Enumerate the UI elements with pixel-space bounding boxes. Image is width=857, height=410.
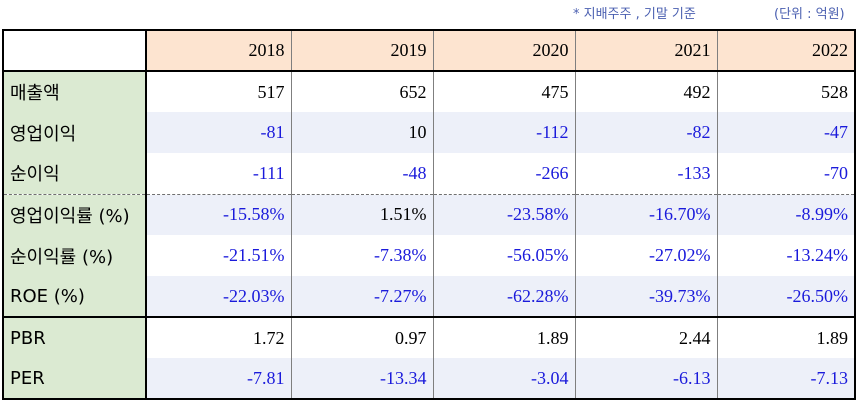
value-cell: -22.03%: [145, 276, 291, 318]
value-cell: -23.58%: [432, 194, 575, 235]
year-header: 2018: [145, 30, 291, 72]
financial-table: 2018 2019 2020 2021 2022 매출액 517 652 475…: [2, 29, 856, 400]
table-row-operating-margin: 영업이익률 (%) -15.58% 1.51% -23.58% -16.70% …: [2, 194, 855, 235]
year-header: 2020: [432, 30, 575, 72]
value-cell: -82: [574, 112, 717, 153]
value-cell: 517: [145, 71, 291, 112]
value-cell: -13.24%: [716, 235, 855, 276]
value-cell: -133: [574, 153, 717, 195]
value-cell: -111: [145, 153, 291, 195]
value-cell: -3.04: [432, 358, 575, 399]
value-cell: 475: [432, 71, 575, 112]
table-row-operating-profit: 영업이익 -81 10 -112 -82 -47: [2, 112, 855, 153]
value-cell: -26.50%: [716, 276, 855, 318]
value-cell: -81: [145, 112, 291, 153]
value-cell: 492: [574, 71, 717, 112]
value-cell: -266: [432, 153, 575, 195]
table-row-roe: ROE (%) -22.03% -7.27% -62.28% -39.73% -…: [2, 276, 855, 318]
value-cell: 0.97: [290, 317, 433, 358]
value-cell: -13.34: [290, 358, 433, 399]
value-cell: -6.13: [574, 358, 717, 399]
value-cell: 1.89: [432, 317, 575, 358]
value-cell: 528: [716, 71, 855, 112]
value-cell: 1.89: [716, 317, 855, 358]
value-cell: -7.38%: [290, 235, 433, 276]
value-cell: 1.72: [145, 317, 291, 358]
year-header: 2021: [574, 30, 717, 72]
row-label: 순이익: [2, 153, 147, 195]
row-label: ROE (%): [2, 276, 147, 318]
corner-cell: [2, 30, 147, 72]
table-row-per: PER -7.81 -13.34 -3.04 -6.13 -7.13: [2, 358, 855, 399]
year-header: 2022: [716, 30, 855, 72]
header-row: 2018 2019 2020 2021 2022: [2, 30, 855, 72]
row-label: PBR: [2, 317, 147, 358]
value-cell: -21.51%: [145, 235, 291, 276]
value-cell: -62.28%: [432, 276, 575, 318]
value-cell: -48: [290, 153, 433, 195]
table-row-net-income: 순이익 -111 -48 -266 -133 -70: [2, 153, 855, 195]
row-label: 영업이익: [2, 112, 147, 153]
value-cell: 2.44: [574, 317, 717, 358]
row-label: 순이익률 (%): [2, 235, 147, 276]
value-cell: -7.81: [145, 358, 291, 399]
value-cell: -39.73%: [574, 276, 717, 318]
row-label: PER: [2, 358, 147, 399]
footnote-basis: * 지배주주 , 기말 기준: [573, 7, 696, 22]
value-cell: -47: [716, 112, 855, 153]
value-cell: -15.58%: [145, 194, 291, 235]
year-header: 2019: [290, 30, 433, 72]
unit-label: (단위 : 억원): [774, 7, 845, 22]
value-cell: -70: [716, 153, 855, 195]
value-cell: -7.27%: [290, 276, 433, 318]
value-cell: -27.02%: [574, 235, 717, 276]
value-cell: 652: [290, 71, 433, 112]
value-cell: -56.05%: [432, 235, 575, 276]
value-cell: -16.70%: [574, 194, 717, 235]
row-label: 영업이익률 (%): [2, 194, 147, 235]
table-row-pbr: PBR 1.72 0.97 1.89 2.44 1.89: [2, 317, 855, 358]
value-cell: 10: [290, 112, 433, 153]
row-label: 매출액: [2, 71, 147, 112]
value-cell: 1.51%: [290, 194, 433, 235]
value-cell: -112: [432, 112, 575, 153]
value-cell: -7.13: [716, 358, 855, 399]
table-row-net-margin: 순이익률 (%) -21.51% -7.38% -56.05% -27.02% …: [2, 235, 855, 276]
table-row-revenue: 매출액 517 652 475 492 528: [2, 71, 855, 112]
value-cell: -8.99%: [716, 194, 855, 235]
